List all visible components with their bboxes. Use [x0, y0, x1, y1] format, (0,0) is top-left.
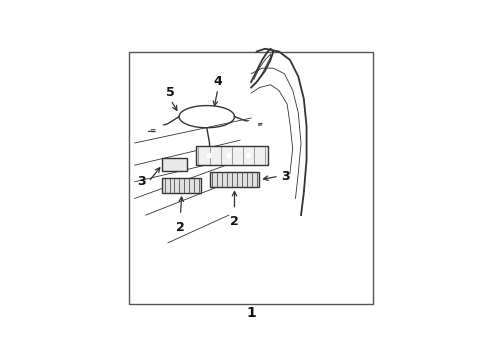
Text: 3: 3: [282, 170, 290, 183]
Text: 1: 1: [246, 306, 256, 320]
Bar: [196, 146, 268, 165]
Bar: [210, 172, 259, 187]
Circle shape: [156, 126, 166, 135]
Circle shape: [227, 153, 231, 158]
Circle shape: [247, 120, 258, 130]
Circle shape: [246, 153, 250, 158]
Bar: [162, 158, 187, 171]
Text: 2: 2: [230, 215, 239, 228]
Text: 5: 5: [167, 86, 175, 99]
Text: 4: 4: [214, 75, 222, 87]
Bar: [129, 51, 373, 304]
Text: 3: 3: [137, 175, 146, 188]
Circle shape: [207, 153, 212, 158]
Text: 2: 2: [176, 221, 185, 234]
Bar: [162, 177, 201, 193]
